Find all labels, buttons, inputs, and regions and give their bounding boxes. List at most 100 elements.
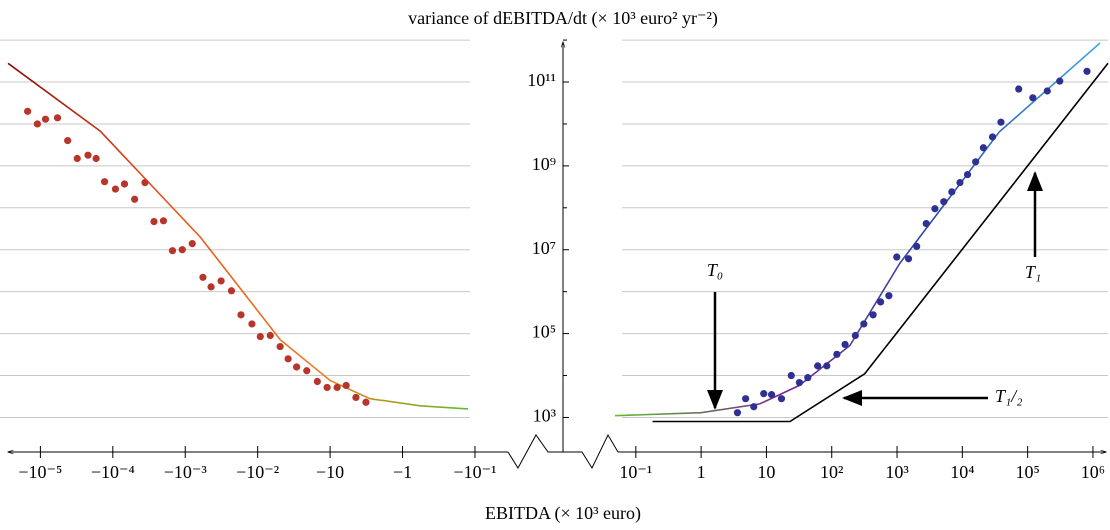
x-tick-label: −10⁻³	[164, 462, 208, 482]
data-point	[931, 205, 939, 213]
data-point	[972, 158, 980, 166]
y-tick-label: 10⁷	[532, 238, 556, 258]
data-point	[100, 178, 109, 186]
data-point	[1015, 85, 1023, 93]
data-point	[178, 246, 186, 254]
data-point	[750, 403, 758, 411]
data-point	[256, 332, 264, 341]
data-point	[1056, 77, 1064, 85]
data-point	[141, 178, 149, 187]
data-point	[84, 151, 92, 159]
data-point	[742, 395, 750, 403]
data-point	[885, 292, 893, 300]
data-point	[188, 240, 196, 248]
x-tick-label: 10⁻¹	[619, 462, 652, 482]
y-tick-label: 10⁵	[532, 322, 556, 342]
x-tick-label: −10⁻⁴	[91, 462, 135, 482]
annotation: T₀	[707, 260, 723, 280]
data-point	[323, 383, 331, 392]
data-point	[92, 154, 100, 163]
data-point	[199, 273, 207, 281]
data-point	[851, 331, 859, 340]
x-tick-label: −1	[393, 462, 412, 482]
y-tick-label: 10⁹	[532, 154, 556, 174]
data-point	[111, 185, 120, 193]
data-point	[24, 107, 32, 115]
data-point	[293, 363, 301, 371]
data-point	[207, 283, 215, 291]
x-tick-label: 10³	[885, 462, 909, 482]
fit-line	[614, 42, 1101, 417]
y-tick-label: 10¹¹	[527, 70, 556, 90]
data-point	[131, 195, 139, 203]
data-point	[869, 311, 877, 319]
data-point	[804, 374, 812, 382]
data-point	[876, 298, 885, 306]
x-tick-label: −10	[316, 462, 344, 482]
x-tick-label: 10²	[820, 462, 843, 482]
data-point	[860, 320, 868, 328]
fit-line	[7, 62, 468, 410]
data-point	[893, 253, 901, 261]
data-point	[1043, 87, 1051, 95]
data-point	[276, 342, 284, 351]
data-point	[767, 391, 776, 399]
data-point	[833, 350, 841, 358]
data-point	[150, 217, 158, 226]
data-point	[342, 381, 350, 390]
grid	[0, 39, 1108, 418]
data-point	[73, 154, 81, 163]
data-point	[313, 377, 321, 386]
data-point	[248, 320, 256, 328]
x-axis-label: EBITDA (× 10³ euro)	[485, 503, 641, 524]
data-point	[352, 393, 360, 402]
data-point	[956, 178, 964, 187]
data-point	[1029, 94, 1037, 102]
chart-title: variance of dEBITDA/dt (× 10³ euro² yr⁻²…	[408, 8, 718, 29]
x-tick-label: 10⁶	[1081, 462, 1105, 482]
data-point	[303, 367, 311, 375]
data-point	[841, 340, 849, 349]
data-point	[362, 398, 370, 406]
x-tick-label: 1	[697, 462, 706, 482]
data-point	[904, 255, 913, 263]
data-point	[41, 115, 50, 123]
data-point	[922, 219, 930, 228]
data-point	[777, 395, 786, 403]
data-point	[217, 277, 225, 285]
data-point	[733, 409, 742, 417]
data-point	[64, 137, 72, 145]
data-point	[168, 247, 177, 255]
data-point	[159, 217, 168, 225]
data-point	[795, 378, 804, 387]
data-point	[823, 362, 831, 370]
data-point	[814, 362, 822, 370]
data-point	[120, 180, 129, 188]
data-point	[237, 311, 245, 319]
data-point	[333, 383, 341, 392]
x-tick-label: −10⁻²	[236, 462, 279, 482]
annotation: T₁/₂	[995, 386, 1023, 406]
data-point	[760, 390, 768, 398]
data-point	[33, 120, 41, 128]
x-tick-label: 10⁴	[950, 462, 974, 482]
data-point	[948, 188, 956, 196]
data-point	[913, 242, 921, 251]
fit-line	[652, 62, 1109, 423]
data-point	[787, 371, 795, 380]
data-point	[284, 355, 292, 363]
x-tick-label: −10⁻¹	[453, 462, 496, 482]
data-point	[1083, 67, 1091, 75]
annotation: T₁	[1025, 262, 1041, 282]
x-tick-label: 10⁵	[1016, 462, 1040, 482]
data-point	[940, 198, 948, 206]
data-point	[266, 331, 274, 340]
data-point	[997, 118, 1005, 126]
data-point	[227, 287, 236, 295]
axis-break	[507, 433, 619, 470]
x-tick-label: −10⁻⁵	[18, 462, 62, 482]
data-point	[963, 170, 972, 179]
data-point	[979, 144, 987, 152]
x-tick-label: 10	[757, 462, 775, 482]
